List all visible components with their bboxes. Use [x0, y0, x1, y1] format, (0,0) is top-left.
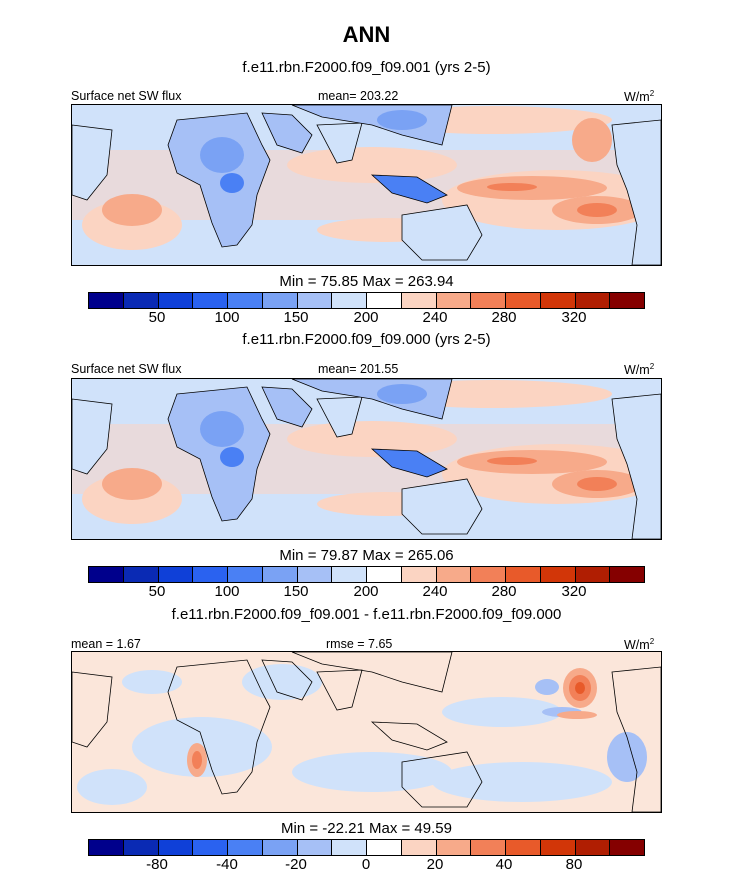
panel1-tick-label: 50 [148, 309, 166, 326]
colorbar-swatch [575, 840, 611, 855]
panel3-tick-label: 80 [565, 856, 583, 873]
colorbar-swatch [610, 567, 644, 582]
panel2-tick-label: 240 [422, 583, 448, 600]
colorbar-swatch [228, 567, 263, 582]
colorbar-swatch [540, 840, 576, 855]
panel3-map [71, 651, 662, 813]
panel1-minmax: Min = 75.85 Max = 263.94 [279, 273, 454, 290]
colorbar-swatch [332, 840, 367, 855]
panel1-tick-label: 320 [561, 309, 587, 326]
colorbar-swatch [401, 293, 437, 308]
colorbar-swatch [123, 567, 159, 582]
panel1-tick-label: 240 [422, 309, 448, 326]
panel2-map [71, 378, 662, 540]
colorbar-swatch [471, 293, 506, 308]
panel1-tick-label: 280 [491, 309, 517, 326]
colorbar-swatch [228, 840, 263, 855]
panel1-tick-label: 200 [353, 309, 379, 326]
panel1-units: W/m2 [624, 89, 655, 105]
panel3-tick-label: 40 [495, 856, 513, 873]
colorbar-swatch [332, 567, 367, 582]
colorbar-swatch [158, 293, 194, 308]
colorbar-swatch [262, 840, 298, 855]
colorbar-swatch [540, 293, 576, 308]
colorbar-swatch [262, 293, 298, 308]
colorbar-swatch [123, 293, 159, 308]
panel2-mean-label: mean= 201.55 [318, 362, 399, 376]
panel3-subtitle: f.e11.rbn.F2000.f09_f09.001 - f.e11.rbn.… [171, 606, 562, 623]
panel3-map-svg [72, 652, 661, 812]
colorbar-swatch [610, 293, 644, 308]
colorbar-swatch [575, 293, 611, 308]
colorbar-swatch [436, 567, 472, 582]
panel3-minmax: Min = -22.21 Max = 49.59 [281, 820, 452, 837]
colorbar-swatch [332, 293, 367, 308]
panel2-colorbar [88, 566, 645, 583]
colorbar-swatch [89, 567, 124, 582]
colorbar-swatch [506, 293, 541, 308]
colorbar-swatch [158, 840, 194, 855]
panel2-tick-label: 150 [283, 583, 309, 600]
panel3-colorbar [88, 839, 645, 856]
panel2-tick-label: 100 [214, 583, 240, 600]
colorbar-swatch [193, 840, 228, 855]
panel2-subtitle: f.e11.rbn.F2000.f09_f09.000 (yrs 2-5) [242, 331, 491, 348]
colorbar-swatch [89, 840, 124, 855]
colorbar-swatch [401, 840, 437, 855]
panel1-tick-label: 100 [214, 309, 240, 326]
colorbar-swatch [193, 293, 228, 308]
colorbar-swatch [123, 840, 159, 855]
colorbar-swatch [506, 840, 541, 855]
colorbar-swatch [89, 293, 124, 308]
panel1-map-svg [72, 105, 661, 265]
panel2-minmax: Min = 79.87 Max = 265.06 [279, 547, 454, 564]
panel2-tick-label: 280 [491, 583, 517, 600]
panel1-colorbar [88, 292, 645, 309]
colorbar-swatch [401, 567, 437, 582]
colorbar-swatch [436, 840, 472, 855]
colorbar-swatch [540, 567, 576, 582]
panel3-tick-label: -80 [146, 856, 168, 873]
colorbar-swatch [262, 567, 298, 582]
panel3-tick-label: -40 [216, 856, 238, 873]
colorbar-swatch [228, 293, 263, 308]
colorbar-swatch [367, 840, 402, 855]
colorbar-swatch [367, 293, 402, 308]
panel2-tick-label: 200 [353, 583, 379, 600]
panel2-variable-label: Surface net SW flux [71, 362, 182, 376]
panel1-map [71, 104, 662, 266]
colorbar-swatch [297, 567, 333, 582]
colorbar-swatch [193, 567, 228, 582]
panel3-units: W/m2 [624, 637, 655, 653]
panel3-tick-label: -20 [285, 856, 307, 873]
panel3-mean-label: mean = 1.67 [71, 637, 141, 651]
panel1-subtitle: f.e11.rbn.F2000.f09_f09.001 (yrs 2-5) [242, 59, 491, 76]
colorbar-swatch [297, 293, 333, 308]
colorbar-swatch [367, 567, 402, 582]
colorbar-swatch [610, 840, 644, 855]
panel1-tick-label: 150 [283, 309, 309, 326]
colorbar-swatch [506, 567, 541, 582]
colorbar-swatch [471, 840, 506, 855]
colorbar-swatch [158, 567, 194, 582]
panel3-tick-label: 20 [426, 856, 444, 873]
colorbar-swatch [436, 293, 472, 308]
colorbar-swatch [471, 567, 506, 582]
panel1-mean-label: mean= 203.22 [318, 89, 399, 103]
colorbar-swatch [575, 567, 611, 582]
panel3-rmse-label: rmse = 7.65 [326, 637, 393, 651]
panel2-map-svg [72, 379, 661, 539]
panel3-tick-label: 0 [361, 856, 371, 873]
panel2-units: W/m2 [624, 362, 655, 378]
page-title: ANN [342, 22, 391, 47]
panel1-variable-label: Surface net SW flux [71, 89, 182, 103]
panel2-tick-label: 50 [148, 583, 166, 600]
panel2-tick-label: 320 [561, 583, 587, 600]
colorbar-swatch [297, 840, 333, 855]
